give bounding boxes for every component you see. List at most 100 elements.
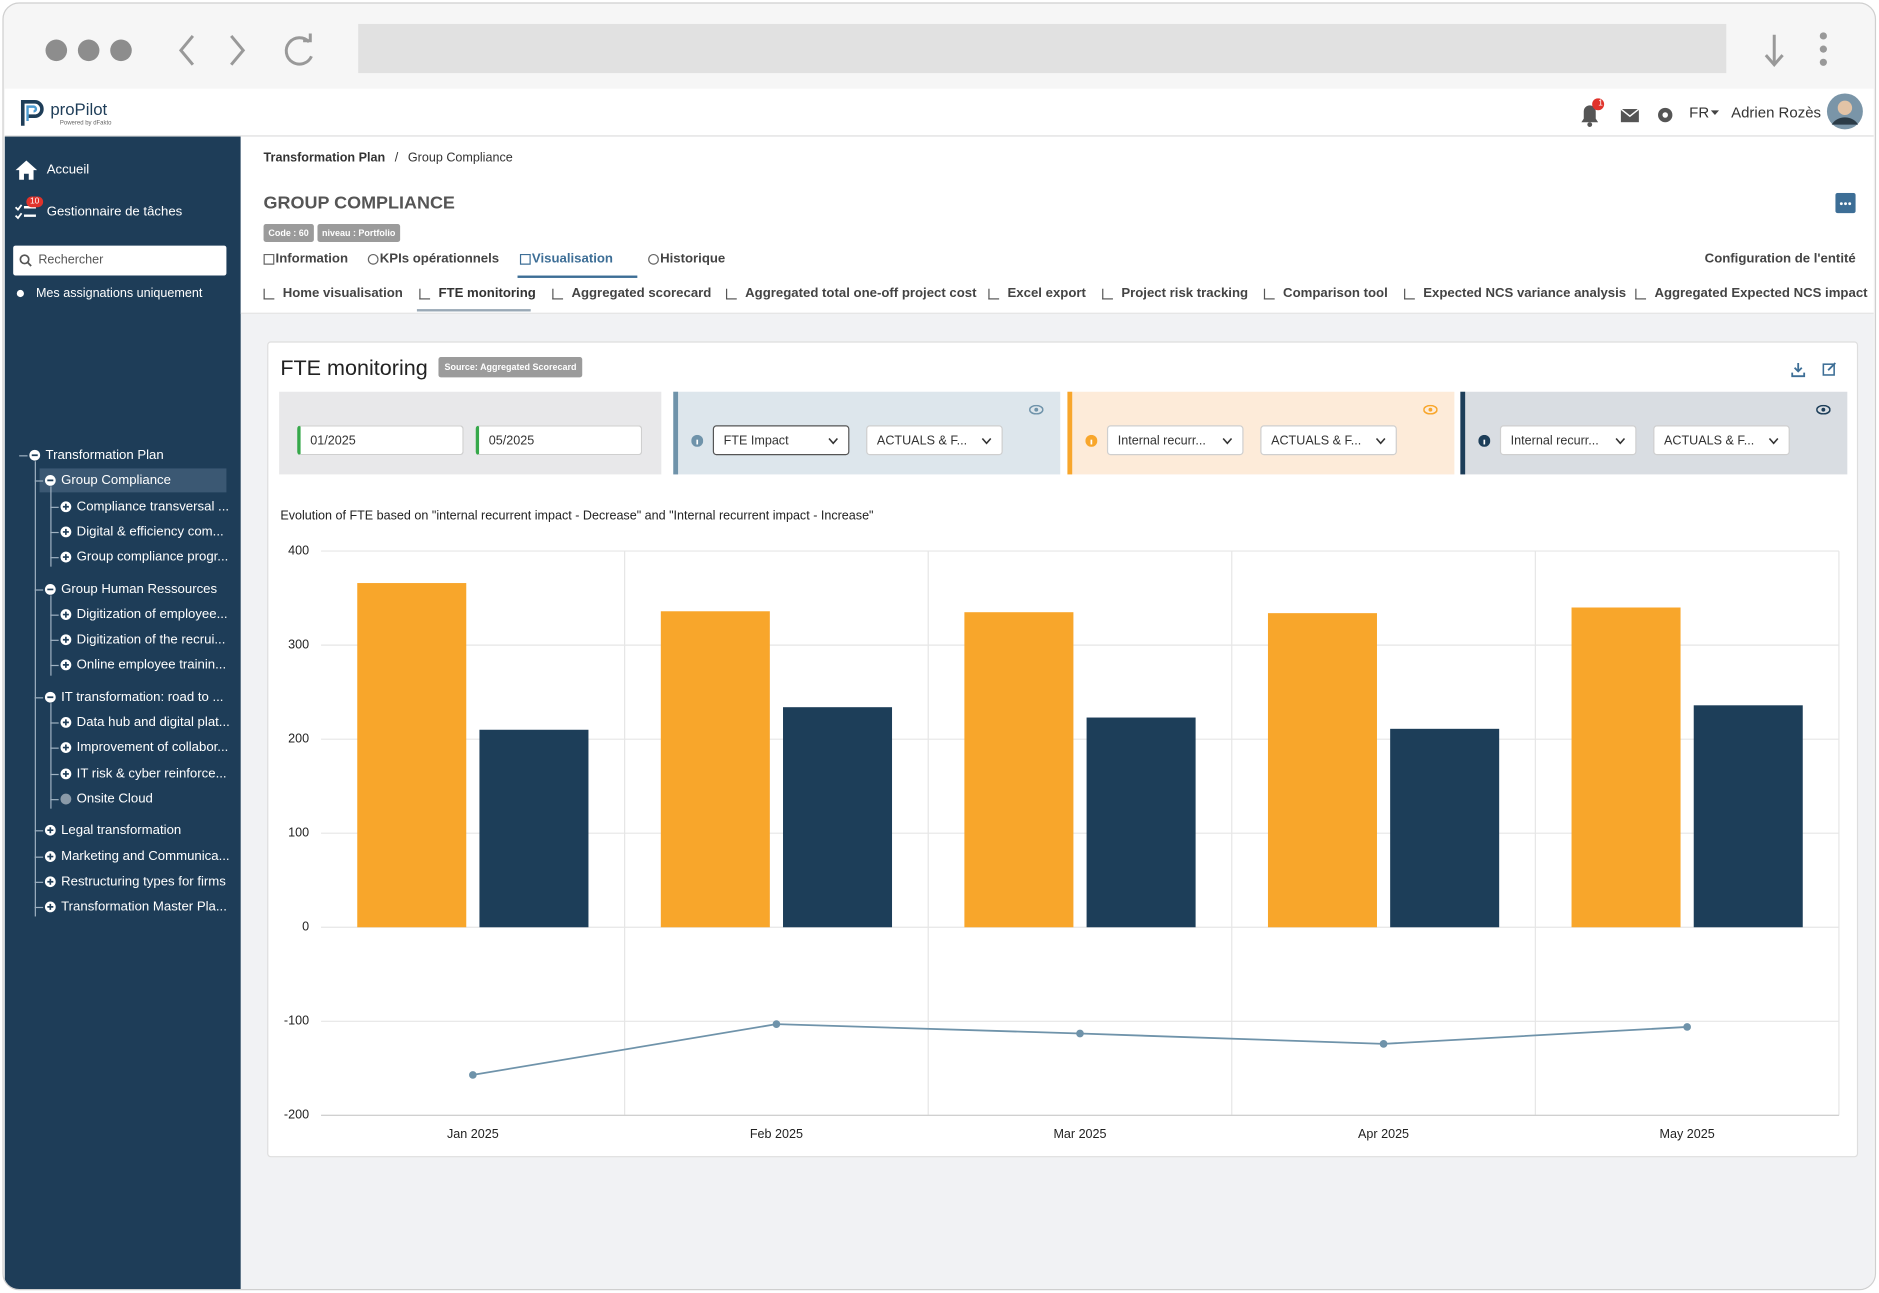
subtab-underline: [416, 309, 531, 312]
home-icon: [15, 160, 38, 180]
tree-toggle[interactable]: [60, 500, 72, 512]
subtab[interactable]: Comparison tool: [1283, 286, 1388, 301]
tree-toggle[interactable]: [60, 526, 72, 538]
leaf-dot: [60, 793, 72, 805]
tree-toggle[interactable]: [44, 691, 56, 703]
info-icon[interactable]: [1478, 434, 1491, 447]
tree-toggle[interactable]: [60, 551, 72, 563]
nav-home[interactable]: Accueil: [46, 162, 90, 178]
more-button[interactable]: [1835, 192, 1856, 214]
tree-label[interactable]: Digitization of employee...: [76, 607, 228, 622]
filter-select[interactable]: Internal recurr...: [1106, 425, 1244, 456]
tree-label[interactable]: Compliance transversal ...: [76, 499, 230, 514]
tree-label[interactable]: Legal transformation: [61, 823, 182, 838]
tree-toggle[interactable]: [44, 475, 56, 487]
tree-label[interactable]: Improvement of collabor...: [76, 740, 229, 756]
tree-toggle[interactable]: [60, 742, 72, 754]
info-icon[interactable]: [691, 434, 704, 447]
entity-title: GROUP COMPLIANCE: [263, 192, 455, 214]
window-dot: [77, 39, 100, 62]
subtab[interactable]: Aggregated scorecard: [571, 286, 712, 301]
tab[interactable]: Historique: [660, 251, 726, 266]
info-icon[interactable]: [1085, 434, 1098, 447]
entity-tag: niveau : Portfolio: [317, 224, 401, 242]
tree-label[interactable]: Group Compliance: [61, 473, 171, 488]
browser-actions[interactable]: [1762, 30, 1846, 71]
header-icons[interactable]: [1577, 98, 1685, 129]
subtab[interactable]: Aggregated total one-off project cost: [745, 286, 977, 301]
tree-connector: [19, 455, 28, 457]
user-name[interactable]: Adrien Rozès: [1731, 104, 1822, 121]
eye: [1029, 404, 1044, 415]
tree-toggle[interactable]: [44, 583, 56, 595]
line-point: [1379, 1040, 1388, 1048]
visibility-toggle[interactable]: [1816, 404, 1831, 415]
breadcrumb-item[interactable]: Transformation Plan: [263, 150, 386, 166]
tree-toggle[interactable]: [60, 608, 72, 620]
nav-tasks[interactable]: Gestionnaire de tâches: [46, 204, 183, 220]
search-placeholder: Rechercher: [38, 252, 104, 268]
tree-connector: [34, 830, 44, 832]
subtab[interactable]: FTE monitoring: [438, 286, 536, 301]
visibility-toggle[interactable]: [1423, 404, 1438, 415]
tree-label[interactable]: IT transformation: road to ...: [61, 689, 224, 705]
visibility-toggle[interactable]: [1029, 404, 1044, 415]
tree-label[interactable]: Group Human Ressources: [61, 581, 218, 597]
tree-toggle[interactable]: [44, 901, 56, 913]
tree-connector: [50, 747, 59, 750]
search-icon: [19, 254, 32, 267]
tree-label[interactable]: Data hub and digital plat...: [76, 715, 230, 730]
tree-label[interactable]: Digitization of the recrui...: [76, 632, 226, 648]
search-box[interactable]: Rechercher: [13, 245, 227, 276]
tree-label[interactable]: Group compliance progr...: [76, 550, 229, 565]
breadcrumb-item[interactable]: Group Compliance: [407, 150, 513, 166]
card-actions[interactable]: [1790, 362, 1838, 379]
language-select[interactable]: FR: [1689, 104, 1710, 121]
tree-toggle[interactable]: [60, 767, 72, 779]
tree-toggle[interactable]: [44, 824, 56, 836]
start-date[interactable]: 01/2025: [297, 425, 464, 456]
tree-toggle[interactable]: [44, 875, 56, 887]
subtab[interactable]: Excel export: [1007, 286, 1086, 301]
tree-label[interactable]: Transformation Plan: [45, 448, 164, 463]
y-tick-label: 300: [288, 637, 309, 651]
nav-buttons[interactable]: [171, 30, 327, 71]
filter-select[interactable]: ACTUALS & F...: [1260, 425, 1397, 456]
caret-line: [1768, 437, 1779, 445]
entity-config[interactable]: Configuration de l'entité: [1704, 251, 1856, 266]
end-date[interactable]: 05/2025: [475, 425, 643, 456]
tab[interactable]: Information: [275, 251, 349, 266]
tree-label[interactable]: Onsite Cloud: [76, 791, 153, 807]
filter-select[interactable]: FTE Impact: [712, 425, 850, 456]
tree-toggle[interactable]: [60, 716, 72, 728]
address-bar[interactable]: [358, 23, 1727, 74]
tab[interactable]: KPIs opérationnels: [379, 251, 500, 266]
tree-label[interactable]: IT risk & cyber reinforce...: [76, 766, 227, 781]
tree-label[interactable]: Digital & efficiency com...: [76, 524, 224, 539]
notification-badge: 1: [1598, 99, 1603, 108]
filter-select[interactable]: Internal recurr...: [1499, 425, 1637, 456]
y-tick-label: 200: [288, 731, 309, 745]
filter-select[interactable]: ACTUALS & F...: [866, 425, 1003, 456]
filter-select[interactable]: ACTUALS & F...: [1653, 425, 1790, 456]
subtab[interactable]: Home visualisation: [282, 286, 403, 301]
my-assignments[interactable]: Mes assignations uniquement: [35, 286, 203, 301]
tree-label[interactable]: Marketing and Communica...: [61, 848, 230, 864]
tree-label[interactable]: Online employee trainin...: [76, 658, 227, 673]
subtab[interactable]: Project risk tracking: [1121, 286, 1249, 301]
radio[interactable]: [16, 289, 26, 299]
select-caret: [1615, 437, 1626, 445]
tree-toggle[interactable]: [29, 449, 41, 461]
tree-label[interactable]: Transformation Master Pla...: [61, 899, 227, 915]
avatar[interactable]: [1826, 92, 1864, 130]
subtab[interactable]: Expected NCS variance analysis: [1423, 286, 1627, 301]
tree-toggle[interactable]: [44, 850, 56, 862]
select-caret: [1222, 437, 1233, 445]
tree-toggle[interactable]: [60, 659, 72, 671]
tab[interactable]: Visualisation: [531, 251, 613, 266]
tree-toggle[interactable]: [60, 634, 72, 646]
subtab[interactable]: Aggregated Expected NCS impact: [1654, 286, 1868, 301]
tree-selection: [39, 468, 227, 493]
x-tick-label: Apr 2025: [1358, 1127, 1409, 1141]
tree-label[interactable]: Restructuring types for firms: [61, 874, 226, 889]
